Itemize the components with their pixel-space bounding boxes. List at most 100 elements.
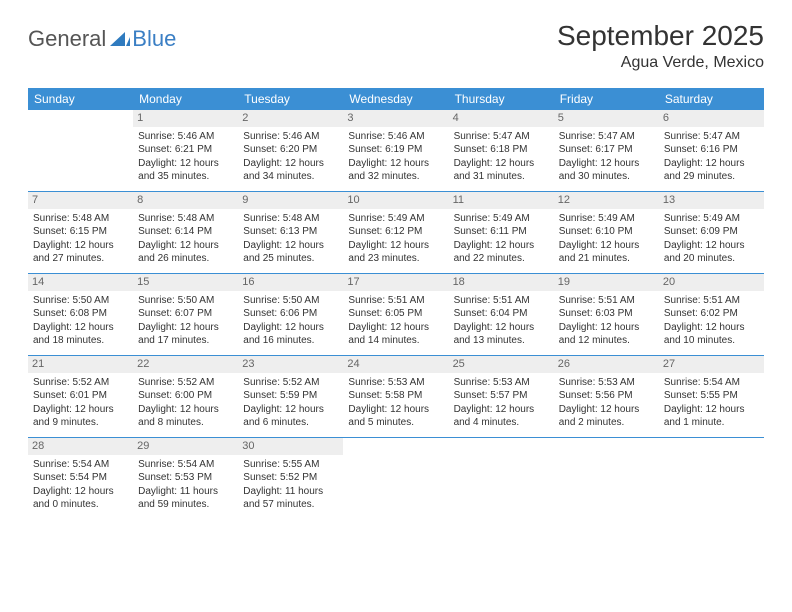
- calendar-cell: 13Sunrise: 5:49 AMSunset: 6:09 PMDayligh…: [659, 192, 764, 274]
- brand-logo: General Blue: [28, 26, 176, 52]
- sunset-line: Sunset: 5:55 PM: [664, 389, 759, 403]
- sunset-line: Sunset: 5:57 PM: [454, 389, 549, 403]
- day-header: Saturday: [659, 88, 764, 110]
- calendar-cell: 27 Sunrise: 5:54 AMSunset: 5:55 PMDayligh…: [659, 356, 764, 438]
- brand-text-2: Blue: [132, 26, 176, 52]
- sunset-line: Sunset: 6:11 PM: [454, 225, 549, 239]
- sunrise-line: Sunrise: 5:47 AM: [664, 130, 759, 144]
- calendar-cell: 11Sunrise: 5:49 AMSunset: 6:11 PMDayligh…: [449, 192, 554, 274]
- day-number: 28: [28, 438, 133, 455]
- sunrise-line: Sunrise: 5:48 AM: [33, 212, 128, 226]
- sunset-line: Sunset: 6:00 PM: [138, 389, 233, 403]
- sunrise-line: Sunrise: 5:49 AM: [454, 212, 549, 226]
- daylight-line: Daylight: 12 hours and 0 minutes.: [33, 485, 128, 512]
- day-number: 4: [449, 110, 554, 127]
- day-number: 18: [449, 274, 554, 291]
- daylight-line: Daylight: 12 hours and 1 minute.: [664, 403, 759, 430]
- sunset-line: Sunset: 5:54 PM: [33, 471, 128, 485]
- calendar-cell: 26Sunrise: 5:53 AMSunset: 5:56 PMDayligh…: [554, 356, 659, 438]
- daylight-line: Daylight: 12 hours and 29 minutes.: [664, 157, 759, 184]
- day-number: 2: [238, 110, 343, 127]
- calendar-cell: 2Sunrise: 5:46 AMSunset: 6:20 PMDaylight…: [238, 110, 343, 192]
- sunset-line: Sunset: 6:20 PM: [243, 143, 338, 157]
- calendar-cell: [554, 438, 659, 520]
- sunrise-line: Sunrise: 5:53 AM: [454, 376, 549, 390]
- sunrise-line: Sunrise: 5:54 AM: [138, 458, 233, 472]
- daylight-line: Daylight: 12 hours and 27 minutes.: [33, 239, 128, 266]
- calendar-cell: 3Sunrise: 5:46 AMSunset: 6:19 PMDaylight…: [343, 110, 448, 192]
- brand-sail-icon: [110, 32, 130, 46]
- sunset-line: Sunset: 5:53 PM: [138, 471, 233, 485]
- calendar-cell: 6 Sunrise: 5:47 AMSunset: 6:16 PMDaylight…: [659, 110, 764, 192]
- sunset-line: Sunset: 6:12 PM: [348, 225, 443, 239]
- calendar-cell: [343, 438, 448, 520]
- calendar-cell: 20Sunrise: 5:51 AMSunset: 6:02 PMDayligh…: [659, 274, 764, 356]
- day-header-row: Sunday Monday Tuesday Wednesday Thursday…: [28, 88, 764, 110]
- day-number: 9: [238, 192, 343, 209]
- day-number: 21: [28, 356, 133, 373]
- calendar-cell: 9Sunrise: 5:48 AMSunset: 6:13 PMDaylight…: [238, 192, 343, 274]
- calendar-week-row: 28Sunrise: 5:54 AMSunset: 5:54 PMDayligh…: [28, 438, 764, 520]
- calendar-cell: 1Sunrise: 5:46 AMSunset: 6:21 PMDaylight…: [133, 110, 238, 192]
- day-number: 29: [133, 438, 238, 455]
- daylight-line: Daylight: 12 hours and 35 minutes.: [138, 157, 233, 184]
- daylight-line: Daylight: 12 hours and 22 minutes.: [454, 239, 549, 266]
- sunset-line: Sunset: 6:05 PM: [348, 307, 443, 321]
- daylight-line: Daylight: 12 hours and 9 minutes.: [33, 403, 128, 430]
- calendar-cell: 10Sunrise: 5:49 AMSunset: 6:12 PMDayligh…: [343, 192, 448, 274]
- sunrise-line: Sunrise: 5:48 AM: [243, 212, 338, 226]
- sunrise-line: Sunrise: 5:52 AM: [138, 376, 233, 390]
- day-header: Thursday: [449, 88, 554, 110]
- sunrise-line: Sunrise: 5:50 AM: [243, 294, 338, 308]
- daylight-line: Daylight: 11 hours and 57 minutes.: [243, 485, 338, 512]
- sunrise-line: Sunrise: 5:52 AM: [243, 376, 338, 390]
- sunrise-line: Sunrise: 5:51 AM: [664, 294, 759, 308]
- daylight-line: Daylight: 12 hours and 12 minutes.: [559, 321, 654, 348]
- calendar-cell: 25Sunrise: 5:53 AMSunset: 5:57 PMDayligh…: [449, 356, 554, 438]
- calendar-week-row: 1Sunrise: 5:46 AMSunset: 6:21 PMDaylight…: [28, 110, 764, 192]
- sunset-line: Sunset: 6:18 PM: [454, 143, 549, 157]
- daylight-line: Daylight: 12 hours and 20 minutes.: [664, 239, 759, 266]
- day-header: Wednesday: [343, 88, 448, 110]
- calendar-cell: 30Sunrise: 5:55 AMSunset: 5:52 PMDayligh…: [238, 438, 343, 520]
- sunrise-line: Sunrise: 5:54 AM: [664, 376, 759, 390]
- sunrise-line: Sunrise: 5:50 AM: [33, 294, 128, 308]
- daylight-line: Daylight: 12 hours and 6 minutes.: [243, 403, 338, 430]
- day-number: 16: [238, 274, 343, 291]
- day-number: 27: [659, 356, 764, 373]
- day-number: 7: [28, 192, 133, 209]
- sunset-line: Sunset: 6:10 PM: [559, 225, 654, 239]
- sunrise-line: Sunrise: 5:49 AM: [664, 212, 759, 226]
- day-number: 19: [554, 274, 659, 291]
- sunset-line: Sunset: 6:08 PM: [33, 307, 128, 321]
- day-number: 10: [343, 192, 448, 209]
- day-header: Monday: [133, 88, 238, 110]
- day-header: Sunday: [28, 88, 133, 110]
- day-number: 15: [133, 274, 238, 291]
- daylight-line: Daylight: 12 hours and 32 minutes.: [348, 157, 443, 184]
- day-header: Friday: [554, 88, 659, 110]
- daylight-line: Daylight: 12 hours and 18 minutes.: [33, 321, 128, 348]
- sunrise-line: Sunrise: 5:48 AM: [138, 212, 233, 226]
- daylight-line: Daylight: 12 hours and 25 minutes.: [243, 239, 338, 266]
- calendar-cell: [449, 438, 554, 520]
- calendar-cell: 14Sunrise: 5:50 AMSunset: 6:08 PMDayligh…: [28, 274, 133, 356]
- calendar-cell: 18Sunrise: 5:51 AMSunset: 6:04 PMDayligh…: [449, 274, 554, 356]
- calendar-cell: 19Sunrise: 5:51 AMSunset: 6:03 PMDayligh…: [554, 274, 659, 356]
- day-number: 26: [554, 356, 659, 373]
- day-number: 6: [659, 110, 764, 127]
- sunset-line: Sunset: 6:17 PM: [559, 143, 654, 157]
- sunrise-line: Sunrise: 5:46 AM: [138, 130, 233, 144]
- sunset-line: Sunset: 6:01 PM: [33, 389, 128, 403]
- sunset-line: Sunset: 6:14 PM: [138, 225, 233, 239]
- calendar-cell: 12Sunrise: 5:49 AMSunset: 6:10 PMDayligh…: [554, 192, 659, 274]
- day-number: 30: [238, 438, 343, 455]
- calendar-cell: 28Sunrise: 5:54 AMSunset: 5:54 PMDayligh…: [28, 438, 133, 520]
- sunset-line: Sunset: 6:16 PM: [664, 143, 759, 157]
- daylight-line: Daylight: 12 hours and 16 minutes.: [243, 321, 338, 348]
- page-header: General Blue September 2025 Agua Verde, …: [28, 20, 764, 72]
- sunrise-line: Sunrise: 5:46 AM: [348, 130, 443, 144]
- sunset-line: Sunset: 6:03 PM: [559, 307, 654, 321]
- day-number: 8: [133, 192, 238, 209]
- day-header: Tuesday: [238, 88, 343, 110]
